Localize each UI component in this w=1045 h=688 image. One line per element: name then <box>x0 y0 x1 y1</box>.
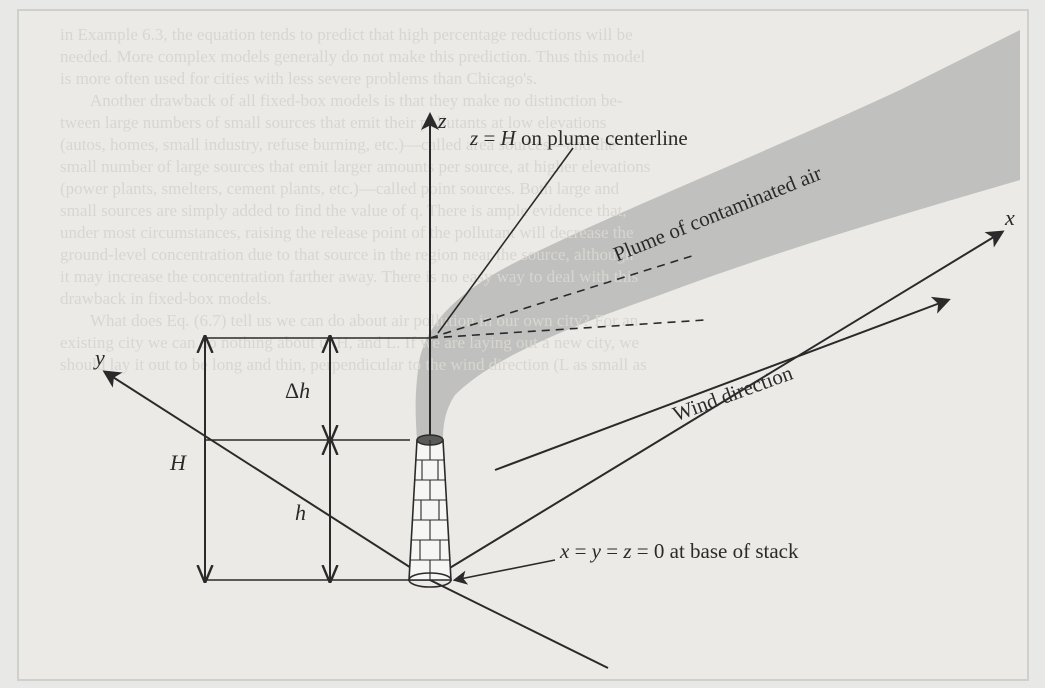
svg-text:in Example 6.3, the equation t: in Example 6.3, the equation tends to pr… <box>60 25 633 44</box>
stack <box>409 435 451 587</box>
svg-text:it may increase the concentrat: it may increase the concentration farthe… <box>60 267 638 286</box>
plume-diagram: in Example 6.3, the equation tends to pr… <box>0 0 1045 688</box>
origin-note: x = y = z = 0 at base of stack <box>559 539 799 563</box>
svg-text:needed. More complex models ge: needed. More complex models generally do… <box>60 47 645 66</box>
svg-text:small sources are simply added: small sources are simply added to find t… <box>60 201 627 220</box>
dim-h-label: h <box>295 500 306 525</box>
svg-text:should lay it out to be long a: should lay it out to be long and thin, p… <box>60 355 647 374</box>
dim-H-label: H <box>169 450 187 475</box>
svg-text:(power plants, smelters, cemen: (power plants, smelters, cement plants, … <box>60 179 620 198</box>
svg-text:small number of large sources: small number of large sources that emit … <box>60 157 650 176</box>
svg-text:Another drawback of all fixed-: Another drawback of all fixed-box models… <box>90 91 623 110</box>
svg-text:is more often used for cities: is more often used for cities with less … <box>60 69 537 88</box>
svg-text:drawback in fixed-box models.: drawback in fixed-box models. <box>60 289 272 308</box>
y-axis-label: y <box>93 345 105 370</box>
svg-text:What does Eq. (6.7) tell us we: What does Eq. (6.7) tell us we can do ab… <box>90 311 639 330</box>
centerline-label: z = H on plume centerline <box>469 126 688 150</box>
svg-text:existing city we can do nothin: existing city we can do nothing about u,… <box>60 333 639 352</box>
dim-dh-label: Δh <box>285 378 310 403</box>
x-axis-label: x <box>1004 205 1015 230</box>
svg-text:ground-level concentration due: ground-level concentration due to that s… <box>60 245 634 264</box>
svg-text:under most circumstances, rais: under most circumstances, raising the re… <box>60 223 634 242</box>
z-axis-label: z <box>437 108 447 133</box>
